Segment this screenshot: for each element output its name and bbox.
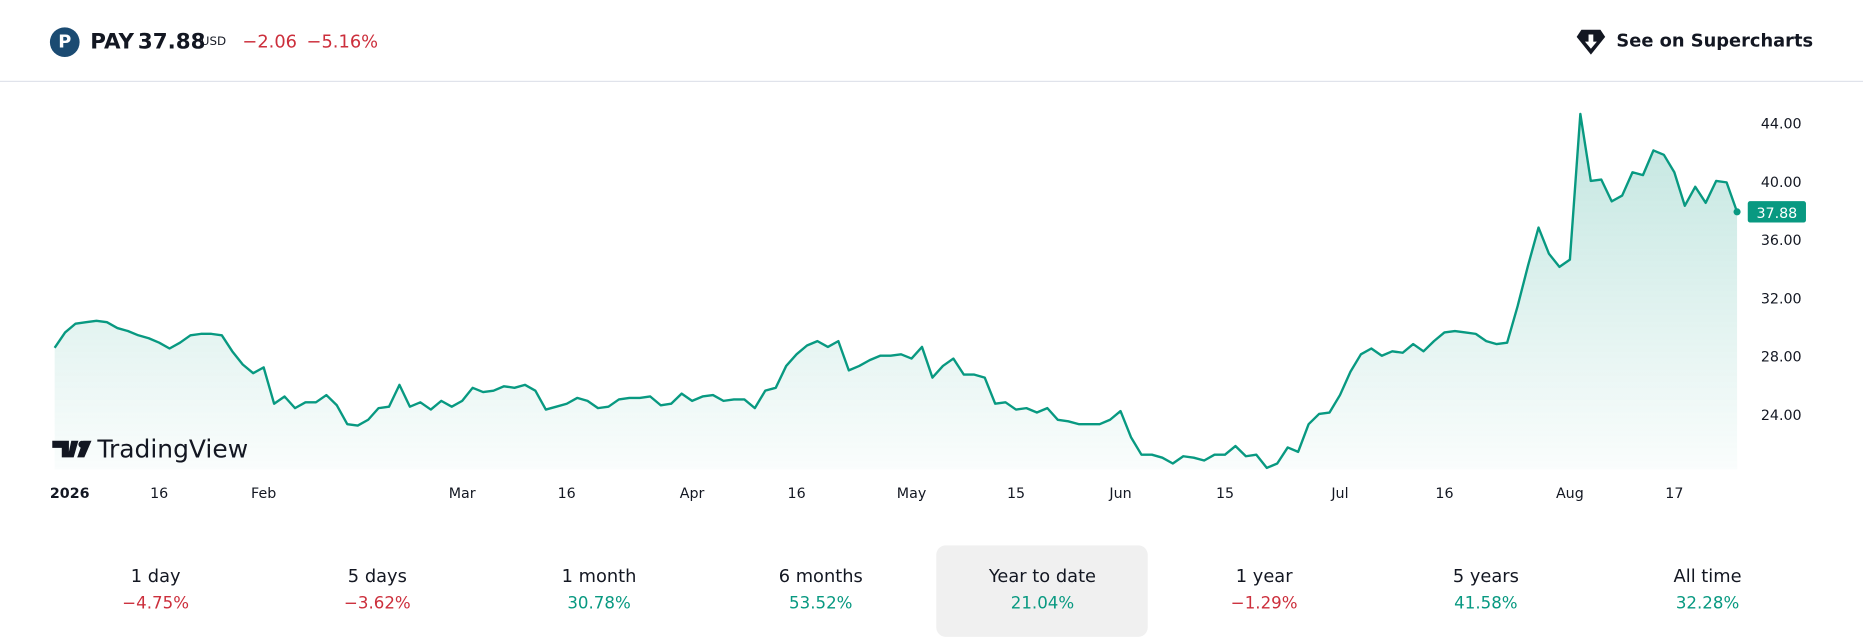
price-line (53, 112, 1739, 470)
period-name: 1 year (1235, 565, 1293, 587)
x-tick-label: Jul (1330, 486, 1348, 502)
x-tick-label: Aug (1556, 486, 1584, 502)
period-name: 5 days (347, 565, 407, 587)
x-tick-label: May (897, 486, 927, 502)
y-tick-label: 40.00 (1761, 175, 1802, 191)
period-button[interactable]: 1 month 30.78% (493, 545, 704, 636)
y-tick-label: 24.00 (1761, 408, 1802, 424)
change: −2.06 (242, 30, 297, 53)
watermark-text: TradingView (96, 434, 248, 463)
period-change: 32.28% (1675, 594, 1740, 614)
period-name: 5 years (1452, 565, 1519, 587)
x-tick-label: 2026 (50, 486, 90, 502)
symbol: PAY (90, 29, 135, 55)
period-change: −4.75% (122, 594, 190, 614)
x-tick-label: 15 (1007, 486, 1025, 502)
period-name: Year to date (988, 565, 1097, 587)
period-name: 1 month (561, 565, 637, 587)
last-price-tag (1747, 201, 1806, 223)
period-change: 21.04% (1010, 594, 1075, 614)
x-tick-label: Apr (680, 486, 705, 502)
period-button[interactable]: 1 day −4.75% (50, 545, 261, 636)
currency: USD (200, 35, 227, 49)
last-point (1733, 208, 1741, 216)
x-tick-label: Jun (1108, 486, 1131, 502)
y-tick-label: 36.00 (1761, 233, 1802, 249)
x-tick-label: 15 (1216, 486, 1234, 502)
last-price-label: 37.88 (1756, 206, 1797, 222)
period-change: −3.62% (343, 594, 411, 614)
period-change: 30.78% (567, 594, 631, 614)
x-tick-label: Feb (251, 486, 276, 502)
y-tick-label: 44.00 (1761, 117, 1802, 133)
period-change: 41.58% (1454, 594, 1518, 614)
period-name: 6 months (778, 565, 863, 587)
period-button[interactable]: All time 32.28% (1602, 545, 1813, 636)
period-button[interactable]: 6 months 53.52% (715, 545, 926, 636)
link-text: See on Supercharts (1616, 29, 1814, 52)
x-tick-label: 17 (1665, 486, 1683, 502)
x-tick-label: Mar (449, 486, 476, 502)
period-button[interactable]: 5 years 41.58% (1380, 545, 1591, 636)
x-tick-label: 16 (788, 486, 806, 502)
watermark: TradingView (52, 434, 248, 463)
price: 37.88 (137, 29, 206, 55)
period-name: 1 day (130, 565, 181, 587)
x-tick-label: 16 (150, 486, 168, 502)
period-name: All time (1673, 565, 1742, 587)
header: P PAY 37.88 USD −2.06 −5.16% See on Supe… (0, 0, 1863, 82)
period-button[interactable]: 1 year −1.29% (1158, 545, 1369, 636)
y-tick-label: 32.00 (1761, 291, 1802, 307)
period-change: 53.52% (789, 594, 853, 614)
supercharts-link[interactable]: See on Supercharts (1576, 26, 1813, 56)
period-button[interactable]: 5 days −3.62% (272, 545, 483, 636)
x-tick-label: 16 (1435, 486, 1453, 502)
symbol-logo: P (49, 27, 80, 58)
area (54, 113, 1738, 470)
period-button[interactable]: Year to date 21.04% (936, 545, 1149, 637)
supercharts-icon (1577, 29, 1606, 55)
change-percent: −5.16% (306, 30, 379, 53)
x-tick-label: 16 (558, 486, 576, 502)
y-tick-label: 28.00 (1761, 350, 1802, 366)
period-change: −1.29% (1230, 594, 1298, 614)
chart: 24.00 28.00 32.00 36.00 40.00 44.00 2026 16 Feb M… (50, 112, 1806, 502)
